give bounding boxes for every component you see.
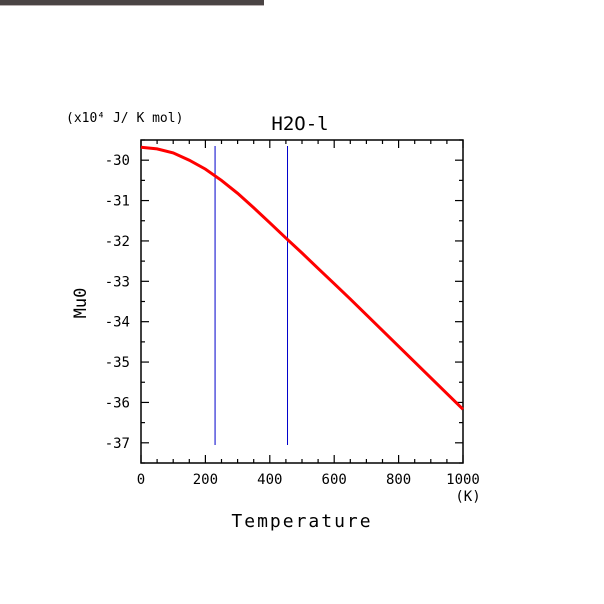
x-axis-label: Temperature	[231, 511, 372, 532]
axis-ticks	[140, 139, 464, 464]
x-tick-label: 600	[322, 472, 347, 488]
y-tick-label: -35	[105, 355, 130, 371]
y-tick-label: -37	[105, 436, 130, 452]
y-tick-label: -36	[105, 395, 130, 411]
plot-frame	[140, 139, 464, 464]
chart-title: H2O-l	[271, 113, 328, 135]
x-tick-label: 800	[386, 472, 411, 488]
x-unit-label: (K)	[455, 489, 480, 505]
y-tick-label: -33	[105, 274, 130, 290]
y-tick-label: -30	[105, 153, 130, 169]
tick-labels: 0 200 400 600 800 1000 -30 -31 -32 -33 -34 -35 -36 -3…	[105, 153, 480, 488]
x-tick-label: 0	[137, 472, 145, 488]
x-tick-label: 400	[257, 472, 282, 488]
vertical-lines	[214, 146, 289, 445]
series-curve	[140, 145, 465, 411]
window-top-bar	[0, 0, 264, 6]
y-tick-label: -32	[105, 234, 130, 250]
y-axis-label: Mu0	[71, 288, 91, 319]
y-unit-label: (x10⁴ J/ K mol)	[66, 111, 183, 126]
y-tick-label: -31	[105, 194, 130, 210]
x-tick-label: 200	[193, 472, 218, 488]
y-tick-label: -34	[105, 315, 130, 331]
x-tick-label: 1000	[446, 472, 480, 488]
